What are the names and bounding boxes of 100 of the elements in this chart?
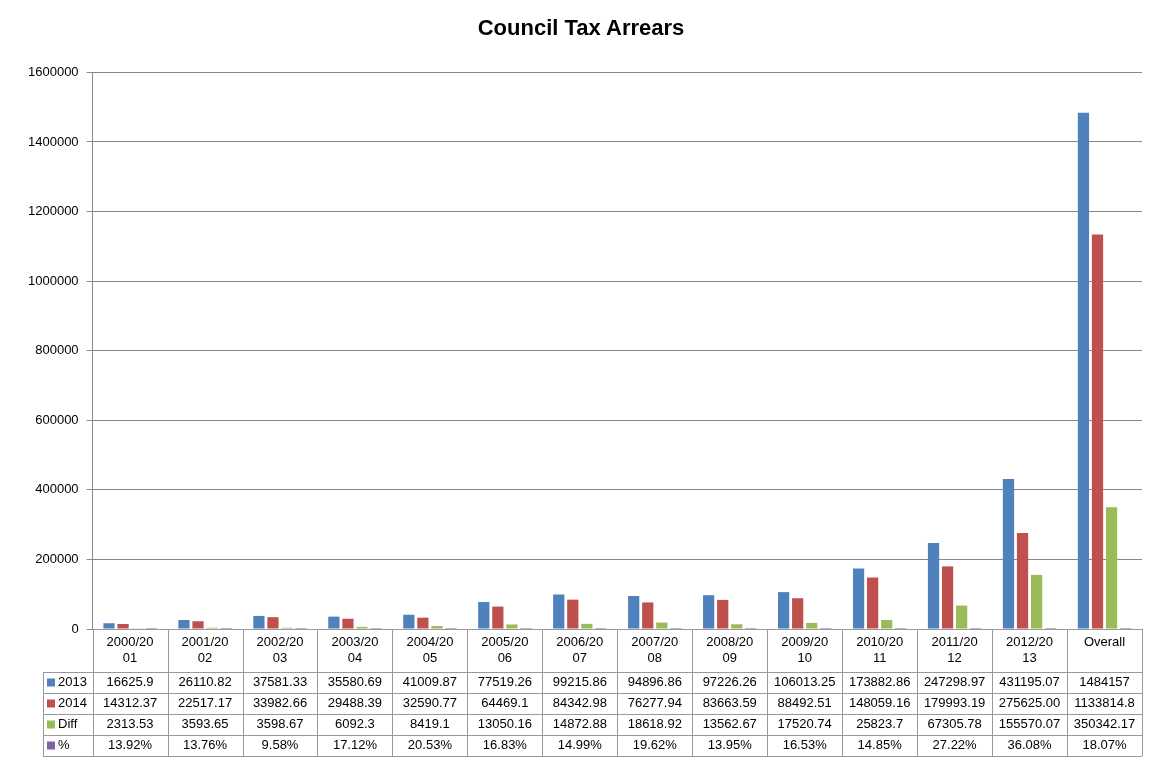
- data-label: 22517.17: [177, 695, 233, 711]
- bar: [581, 623, 593, 629]
- data-label: 29488.39: [327, 695, 383, 711]
- data-label: 16.83%: [482, 737, 528, 753]
- legend-label: %: [58, 737, 70, 753]
- bar: [192, 621, 204, 629]
- data-label: 13.95%: [707, 737, 753, 753]
- data-label: 13.76%: [183, 737, 228, 753]
- y-tick-label: 1400000: [27, 133, 79, 149]
- bar: [703, 595, 715, 629]
- data-label: 20.53%: [407, 737, 453, 753]
- bar: [178, 619, 190, 629]
- data-label: 35580.69: [327, 674, 383, 690]
- bar: [777, 592, 790, 629]
- data-label: 18.07%: [1082, 737, 1128, 753]
- y-tick-label: 1200000: [27, 203, 79, 219]
- legend-label: 2013: [58, 674, 87, 690]
- bar: [1105, 507, 1118, 629]
- bar: [567, 599, 579, 629]
- bar: [1077, 112, 1090, 629]
- bar: [806, 622, 818, 629]
- x-tick-label: 2011/2012: [931, 634, 978, 665]
- bar: [417, 617, 429, 629]
- data-label: 3593.65: [181, 716, 229, 732]
- x-tick-label: 2002/2003: [256, 634, 304, 665]
- x-tick-label: 2001/2002: [181, 634, 229, 665]
- bar: [117, 624, 129, 629]
- x-tick-label: Overall: [1083, 634, 1126, 650]
- bar: [328, 616, 340, 629]
- data-label: 3598.67: [256, 716, 304, 732]
- data-label: 13050.16: [477, 716, 532, 732]
- y-tick-label: 1000000: [27, 272, 79, 288]
- data-label: 16625.9: [106, 674, 154, 690]
- bar: [1030, 574, 1043, 629]
- bar: [1016, 533, 1029, 629]
- data-label: 14.85%: [857, 737, 903, 753]
- data-label: 13562.67: [702, 716, 757, 732]
- data-label: 9.58%: [261, 737, 299, 753]
- legend-label: 2014: [58, 695, 87, 711]
- bar: [792, 598, 804, 629]
- data-label: 148059.16: [848, 695, 911, 711]
- bar: [717, 599, 729, 629]
- data-label: 17.12%: [332, 737, 378, 753]
- data-label: 19.62%: [632, 737, 678, 753]
- y-tick-label: 800000: [35, 342, 79, 358]
- x-tick-label: 2010/2011: [856, 634, 904, 665]
- x-tick-label: 2006/2007: [556, 634, 604, 665]
- data-label: 6092.3: [335, 716, 375, 732]
- x-tick-label: 2009/2010: [781, 634, 829, 665]
- data-label: 247298.97: [923, 674, 986, 690]
- bar: [881, 620, 893, 629]
- data-label: 106013.25: [773, 674, 836, 690]
- x-tick-label: 2003/2004: [331, 634, 379, 665]
- x-tick-label: 2004/2005: [406, 634, 454, 665]
- data-label: 77519.26: [477, 674, 532, 690]
- data-label: 32590.77: [402, 695, 458, 711]
- chart-title: Council Tax Arrears: [477, 15, 685, 41]
- data-label: 1484157: [1079, 674, 1130, 690]
- y-tick-label: 400000: [35, 481, 79, 497]
- data-label: 26110.82: [178, 674, 232, 690]
- data-label: 83663.59: [702, 695, 757, 711]
- data-label: 25823.7: [856, 716, 904, 732]
- x-tick-label: 2008/2009: [706, 634, 754, 665]
- bar: [956, 605, 968, 629]
- data-label: 16.53%: [782, 737, 828, 753]
- x-tick-label: 2007/2008: [631, 634, 679, 665]
- data-label: 76277.94: [627, 695, 682, 711]
- bar: [867, 577, 879, 629]
- y-tick-label: 600000: [35, 411, 79, 427]
- bar: [253, 615, 265, 629]
- bar: [478, 602, 490, 629]
- data-label: 27.22%: [932, 737, 978, 753]
- x-tick-label: 2012/2013: [1006, 634, 1054, 665]
- bar: [553, 594, 565, 629]
- y-tick-label: 200000: [35, 551, 79, 566]
- bar: [642, 602, 654, 629]
- data-label: 37581.33: [252, 674, 308, 690]
- data-label: 14.99%: [557, 737, 603, 753]
- bar: [431, 626, 443, 629]
- data-label: 14312.37: [102, 695, 158, 711]
- bar: [103, 623, 115, 629]
- data-label: 97226.26: [702, 674, 757, 690]
- x-tick-label: 2005/2006: [481, 634, 529, 665]
- data-label: 275625.00: [998, 695, 1061, 711]
- bar: [506, 624, 518, 629]
- data-label: 155570.07: [998, 716, 1061, 732]
- data-label: 8419.1: [410, 716, 450, 732]
- data-label: 94896.86: [627, 674, 682, 690]
- y-tick-label: 1600000: [27, 63, 79, 79]
- bar: [731, 624, 743, 629]
- data-label: 13.92%: [108, 737, 153, 753]
- data-label: 1133814.8: [1074, 695, 1135, 711]
- bar: [267, 617, 279, 629]
- data-label: 88492.51: [777, 695, 832, 711]
- bar: [927, 542, 940, 629]
- data-label: 84342.98: [552, 695, 607, 711]
- bar: [852, 568, 865, 629]
- data-label: 67305.78: [927, 716, 982, 732]
- bar: [941, 566, 954, 629]
- data-label: 350342.17: [1073, 716, 1136, 732]
